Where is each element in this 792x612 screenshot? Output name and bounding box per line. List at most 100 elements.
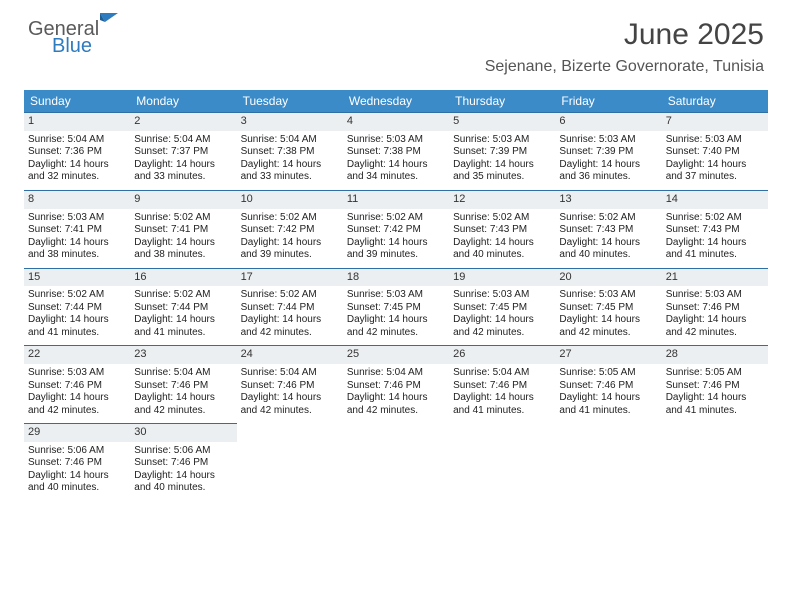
sunset-line: Sunset: 7:46 PM [347, 380, 445, 393]
sunset-label: Sunset: [28, 224, 65, 235]
sunrise-line: Sunrise: 5:04 AM [453, 367, 551, 380]
sunrise-label: Sunrise: [28, 212, 67, 223]
sunset-line: Sunset: 7:46 PM [28, 380, 126, 393]
daylight-line: Daylight: 14 hours and 41 minutes. [28, 314, 126, 339]
sunset-value: 7:41 PM [65, 224, 102, 235]
sunrise-label: Sunrise: [453, 289, 492, 300]
sunset-value: 7:46 PM [65, 380, 102, 391]
sunset-value: 7:46 PM [384, 380, 421, 391]
daylight-label: Daylight: [28, 470, 70, 481]
day-number: 10 [237, 190, 343, 209]
day-cell: 18Sunrise: 5:03 AMSunset: 7:45 PMDayligh… [343, 268, 449, 346]
sunrise-label: Sunrise: [28, 289, 67, 300]
day-number: 11 [343, 190, 449, 209]
daylight-line: Daylight: 14 hours and 42 minutes. [28, 392, 126, 417]
sunrise-line: Sunrise: 5:02 AM [241, 289, 339, 302]
sunset-label: Sunset: [559, 380, 596, 391]
sunset-label: Sunset: [559, 146, 596, 157]
day-cell: 28Sunrise: 5:05 AMSunset: 7:46 PMDayligh… [662, 345, 768, 423]
sunrise-value: 5:02 AM [705, 212, 742, 223]
week-row: 22Sunrise: 5:03 AMSunset: 7:46 PMDayligh… [24, 345, 768, 423]
sunset-value: 7:45 PM [596, 302, 633, 313]
daylight-line: Daylight: 14 hours and 42 minutes. [666, 314, 764, 339]
sunset-line: Sunset: 7:44 PM [134, 302, 232, 315]
sunrise-line: Sunrise: 5:04 AM [28, 134, 126, 147]
daylight-line: Daylight: 14 hours and 33 minutes. [134, 159, 232, 184]
day-cell: 10Sunrise: 5:02 AMSunset: 7:42 PMDayligh… [237, 190, 343, 268]
day-cell: 26Sunrise: 5:04 AMSunset: 7:46 PMDayligh… [449, 345, 555, 423]
daylight-label: Daylight: [241, 314, 283, 325]
daylight-label: Daylight: [666, 237, 708, 248]
day-number: 21 [662, 268, 768, 287]
sunset-line: Sunset: 7:37 PM [134, 146, 232, 159]
day-number: 30 [130, 423, 236, 442]
daylight-line: Daylight: 14 hours and 42 minutes. [241, 392, 339, 417]
sunrise-line: Sunrise: 5:02 AM [453, 212, 551, 225]
week-row: 1Sunrise: 5:04 AMSunset: 7:36 PMDaylight… [24, 112, 768, 190]
sunrise-line: Sunrise: 5:06 AM [134, 445, 232, 458]
daylight-line: Daylight: 14 hours and 40 minutes. [28, 470, 126, 495]
sunset-label: Sunset: [134, 224, 171, 235]
sunset-label: Sunset: [241, 146, 278, 157]
sunrise-value: 5:02 AM [174, 289, 211, 300]
daylight-line: Daylight: 14 hours and 42 minutes. [347, 314, 445, 339]
sunrise-label: Sunrise: [347, 367, 386, 378]
day-body: Sunrise: 5:03 AMSunset: 7:45 PMDaylight:… [453, 289, 551, 339]
sunrise-value: 5:06 AM [174, 445, 211, 456]
sunset-value: 7:46 PM [702, 380, 739, 391]
sunrise-label: Sunrise: [347, 289, 386, 300]
daylight-line: Daylight: 14 hours and 41 minutes. [666, 392, 764, 417]
day-body: Sunrise: 5:04 AMSunset: 7:46 PMDaylight:… [453, 367, 551, 417]
day-cell: Sunrise: Sunset: Daylight: [343, 423, 449, 501]
sunrise-label: Sunrise: [347, 134, 386, 145]
day-number: 5 [449, 112, 555, 131]
sunset-value: 7:46 PM [490, 380, 527, 391]
daylight-line: Daylight: 14 hours and 40 minutes. [453, 237, 551, 262]
day-number: 6 [555, 112, 661, 131]
day-cell: 4Sunrise: 5:03 AMSunset: 7:38 PMDaylight… [343, 112, 449, 190]
day-cell: 29Sunrise: 5:06 AMSunset: 7:46 PMDayligh… [24, 423, 130, 501]
day-body: Sunrise: 5:03 AMSunset: 7:45 PMDaylight:… [347, 289, 445, 339]
sunset-line: Sunset: 7:41 PM [28, 224, 126, 237]
sunset-line: Sunset: 7:45 PM [559, 302, 657, 315]
sunrise-value: 5:04 AM [280, 134, 317, 145]
sunset-line: Sunset: 7:46 PM [559, 380, 657, 393]
sunrise-line: Sunrise: 5:02 AM [241, 212, 339, 225]
sunrise-label: Sunrise: [559, 289, 598, 300]
sunset-value: 7:46 PM [171, 380, 208, 391]
day-cell: 27Sunrise: 5:05 AMSunset: 7:46 PMDayligh… [555, 345, 661, 423]
sunrise-label: Sunrise: [666, 212, 705, 223]
sunset-line: Sunset: 7:36 PM [28, 146, 126, 159]
daylight-label: Daylight: [453, 314, 495, 325]
sunset-line: Sunset: 7:44 PM [28, 302, 126, 315]
week-row: 15Sunrise: 5:02 AMSunset: 7:44 PMDayligh… [24, 268, 768, 346]
day-body: Sunrise: 5:03 AMSunset: 7:38 PMDaylight:… [347, 134, 445, 184]
daylight-label: Daylight: [241, 159, 283, 170]
sunrise-label: Sunrise: [666, 367, 705, 378]
day-body: Sunrise: 5:02 AMSunset: 7:43 PM Daylight:… [453, 212, 551, 262]
sunset-label: Sunset: [666, 302, 703, 313]
dow-friday: Friday [555, 90, 661, 112]
daylight-line: Daylight: 14 hours and 42 minutes. [241, 314, 339, 339]
sunrise-line: Sunrise: 5:03 AM [453, 134, 551, 147]
sunset-value: 7:44 PM [65, 302, 102, 313]
day-cell: 21 Sunrise: 5:03 AMSunset: 7:46 PMDayligh… [662, 268, 768, 346]
day-number: 1 [24, 112, 130, 131]
sunset-label: Sunset: [453, 224, 490, 235]
daylight-line: Daylight: 14 hours and 36 minutes. [559, 159, 657, 184]
sunset-value: 7:43 PM [490, 224, 527, 235]
daylight-line: Daylight: 14 hours and 35 minutes. [453, 159, 551, 184]
day-cell: 12 Sunrise: 5:02 AMSunset: 7:43 PM Dayligh… [449, 190, 555, 268]
sunrise-value: 5:04 AM [386, 367, 423, 378]
sunset-value: 7:44 PM [171, 302, 208, 313]
sunrise-line: Sunrise: 5:04 AM [134, 367, 232, 380]
page-title: June 2025 [485, 18, 764, 52]
sunrise-value: 5:04 AM [67, 134, 104, 145]
sunset-line: Sunset: 7:46 PM [453, 380, 551, 393]
sunrise-value: 5:02 AM [67, 289, 104, 300]
sunrise-value: 5:03 AM [599, 289, 636, 300]
day-body: Sunrise: 5:03 AMSunset: 7:46 PMDaylight:… [666, 289, 764, 339]
daylight-label: Daylight: [559, 159, 601, 170]
daylight-label: Daylight: [347, 392, 389, 403]
day-number: 12 [449, 190, 555, 209]
